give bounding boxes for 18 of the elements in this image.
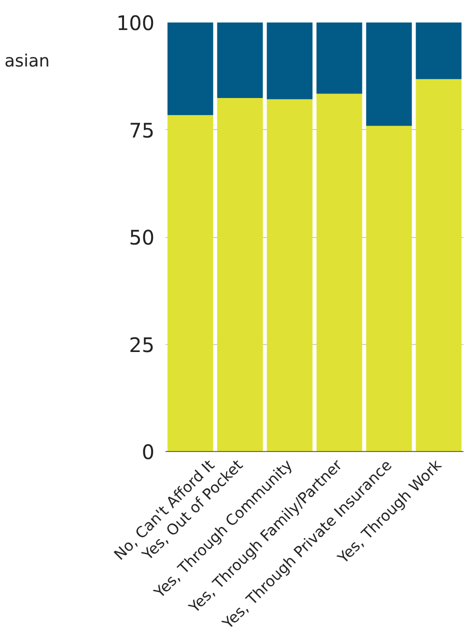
text: asian <box>4 51 50 72</box>
bar <box>366 126 412 452</box>
bar <box>266 99 313 452</box>
y-tick-label: 100 <box>116 11 155 35</box>
bar <box>366 22 412 126</box>
y-tick-label: 25 <box>129 332 155 357</box>
y-tick-label: 50 <box>129 226 155 250</box>
bar <box>167 115 214 452</box>
bar <box>416 79 462 452</box>
bar <box>316 94 362 452</box>
y-tick-label: 75 <box>129 118 155 142</box>
y-tick-label: 0 <box>142 440 155 464</box>
bar <box>266 22 313 100</box>
bar <box>167 22 214 116</box>
bar <box>217 98 263 452</box>
bar <box>217 22 263 98</box>
bar <box>416 22 462 80</box>
bar <box>316 22 362 94</box>
